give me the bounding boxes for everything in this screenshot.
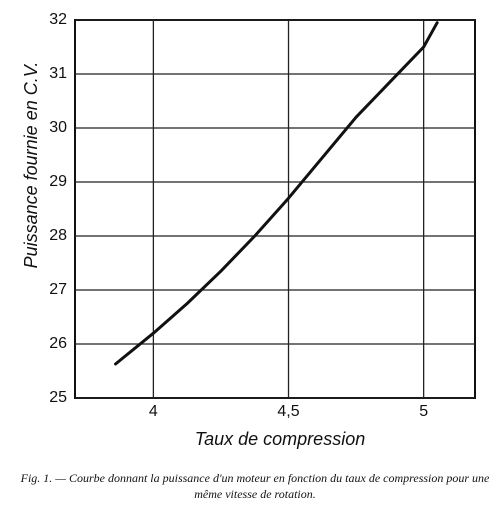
- y-axis-title: Puissance fournie en C.V.: [21, 62, 41, 269]
- y-tick-label: 28: [49, 227, 67, 244]
- y-tick-label: 25: [49, 389, 67, 406]
- data-line: [114, 21, 439, 366]
- caption: Fig. 1. — Courbe donnant la puissance d'…: [20, 471, 490, 501]
- y-tick-label: 31: [49, 65, 67, 82]
- x-axis-title: Taux de compression: [195, 429, 365, 449]
- plot-frame: [74, 19, 476, 399]
- y-tick-label: 29: [49, 173, 67, 190]
- y-tick-label: 26: [49, 335, 67, 352]
- y-tick-label: 32: [49, 11, 67, 28]
- x-tick-label: 4,5: [277, 403, 299, 420]
- x-tick-label: 5: [419, 403, 428, 420]
- y-tick-label: 27: [49, 281, 67, 298]
- x-tick-label: 4: [149, 403, 158, 420]
- y-tick-label: 30: [49, 119, 67, 136]
